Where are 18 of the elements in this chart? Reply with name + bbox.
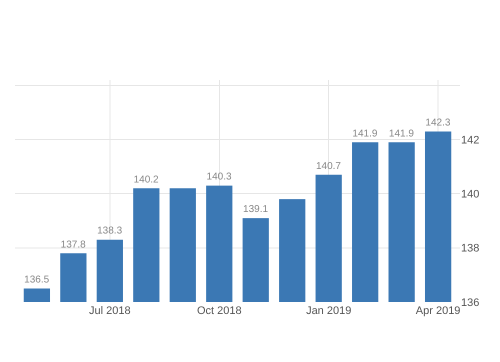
data-label: 137.8 — [60, 239, 86, 250]
x-tick-label: Jan 2019 — [306, 305, 352, 317]
y-tick-label: 142 — [461, 134, 480, 146]
x-tick-label: Apr 2019 — [416, 305, 460, 317]
data-label: 136.5 — [24, 274, 50, 286]
data-label: 142.3 — [425, 117, 451, 128]
y-tick-label: 140 — [461, 188, 480, 201]
data-label: 140.7 — [316, 160, 342, 172]
data-label: 138.3 — [97, 226, 123, 237]
y-tick-label: 136 — [461, 296, 480, 309]
data-label: 139.1 — [243, 204, 268, 216]
x-tick-label: Oct 2018 — [196, 305, 242, 317]
data-label: 141.9 — [388, 128, 414, 140]
data-label: 140.2 — [134, 174, 160, 186]
x-tick-label: Jul 2018 — [89, 305, 131, 317]
data-label: 141.9 — [352, 128, 378, 140]
data-label: 140.3 — [206, 172, 232, 183]
y-tick-label: 138 — [461, 242, 480, 255]
